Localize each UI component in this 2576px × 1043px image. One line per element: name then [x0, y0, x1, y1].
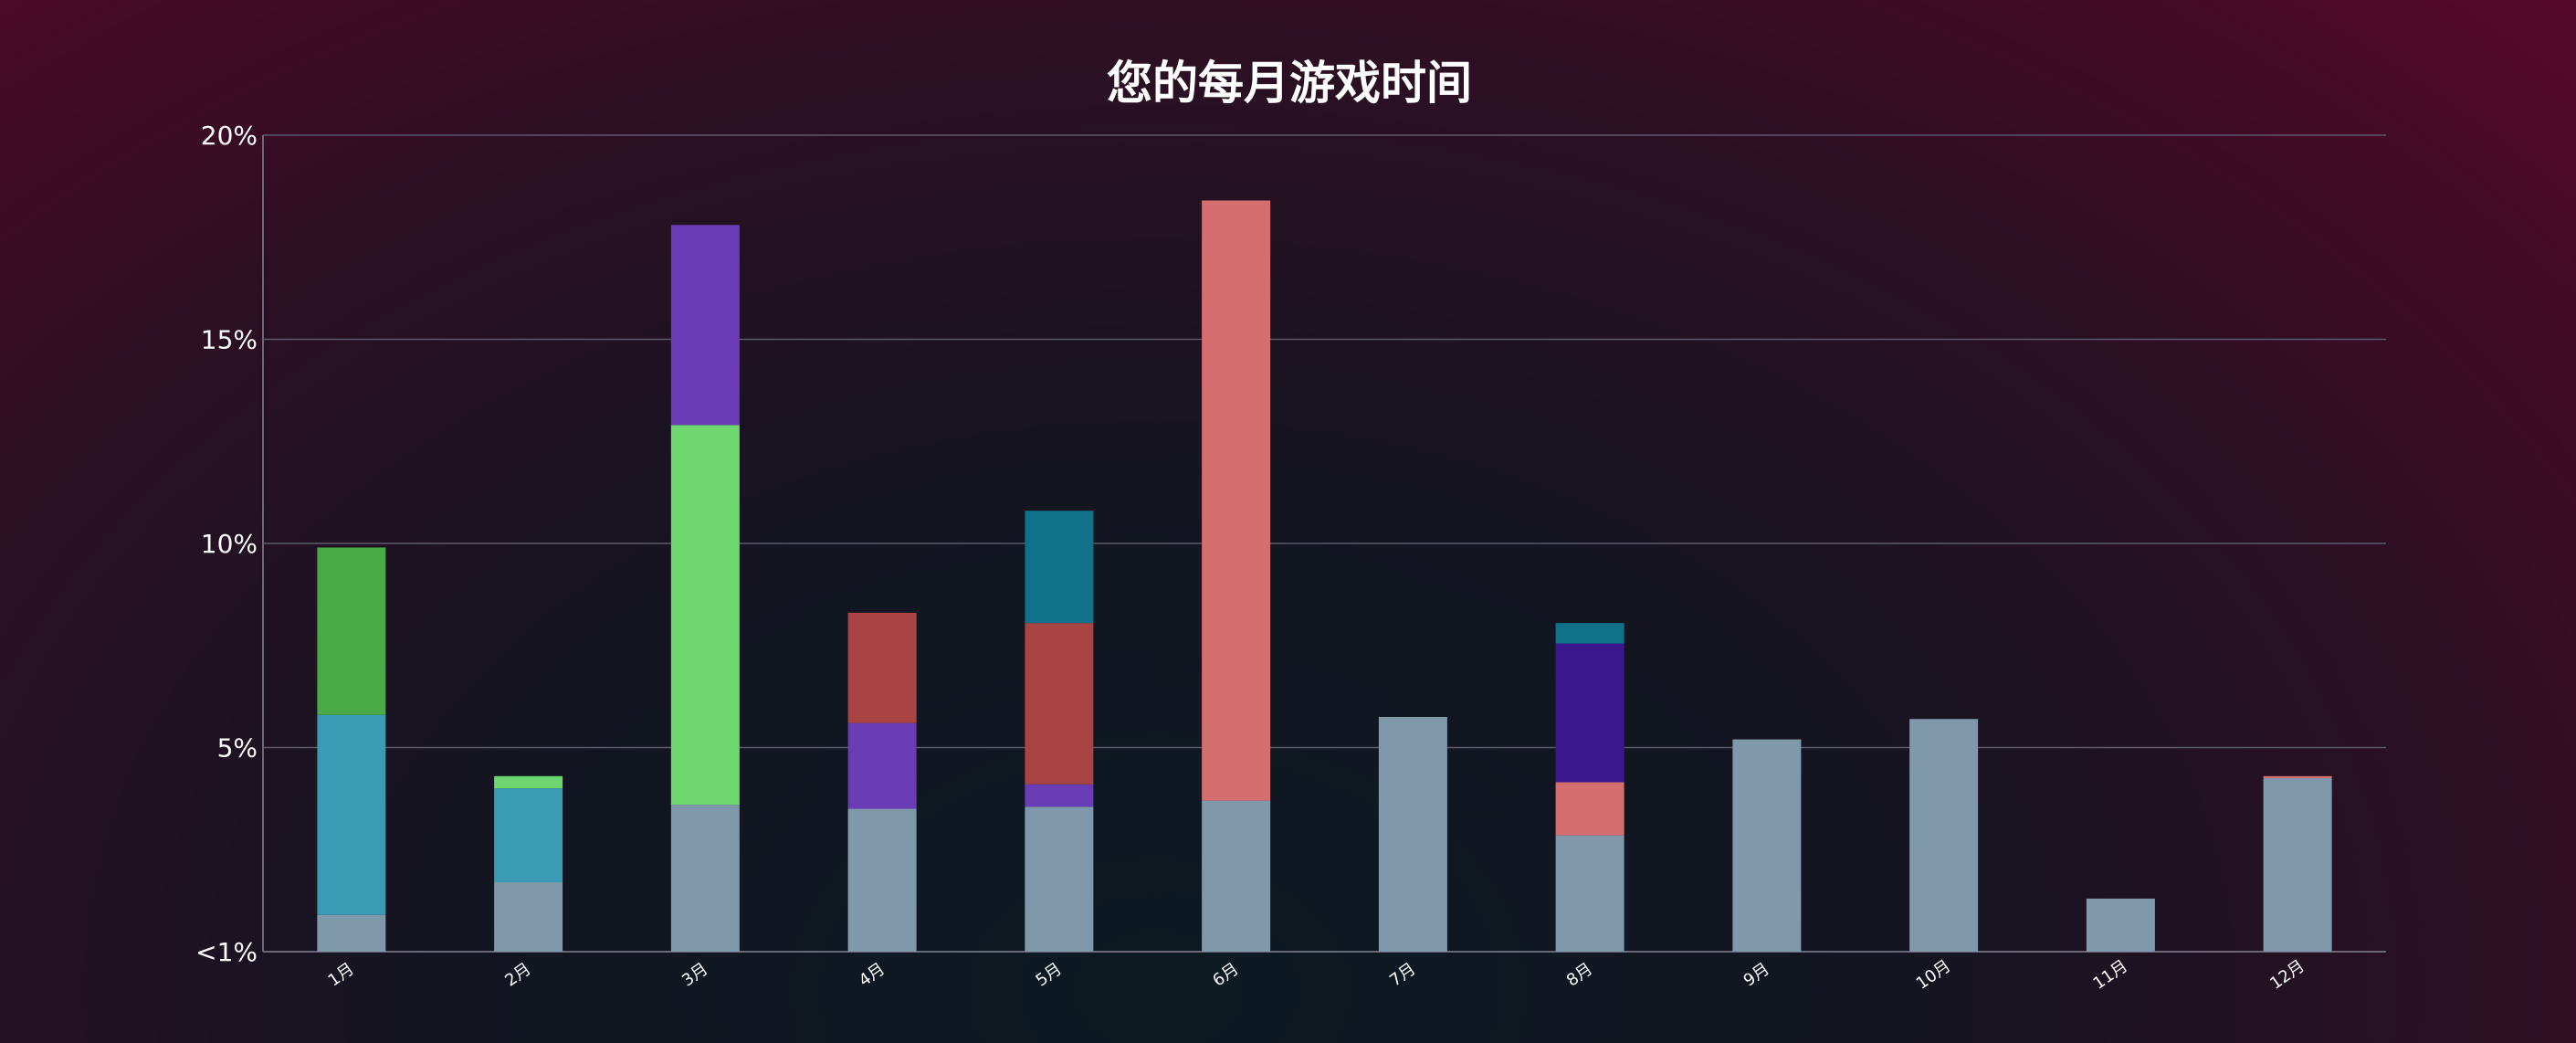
bar-segment	[847, 722, 917, 809]
x-tick-label: 5月	[1033, 959, 1066, 990]
bar-segment	[1202, 200, 1271, 801]
bar-segment	[1202, 800, 1271, 952]
bar-segment	[494, 788, 563, 883]
bar-segment	[1555, 782, 1624, 836]
bar-segment	[317, 714, 386, 915]
x-tick-label: 12月	[2266, 956, 2308, 994]
x-tick-label: 1月	[325, 959, 358, 990]
x-tick-label: 2月	[501, 959, 534, 990]
x-tick-label: 7月	[1386, 959, 1419, 990]
bar-segment	[670, 225, 740, 426]
bar-segment	[1378, 716, 1447, 952]
x-tick-label: 6月	[1209, 959, 1242, 990]
bar-segment	[1025, 623, 1094, 785]
x-tick-label: 4月	[856, 959, 888, 990]
bar-segment	[2263, 775, 2332, 779]
chart-title: 您的每月游戏时间	[1107, 57, 1472, 110]
x-tick-label: 3月	[678, 959, 711, 990]
bar-segment	[847, 612, 917, 723]
bar-segment	[1909, 719, 1979, 952]
grid-lines	[262, 134, 2386, 953]
bar-segment	[847, 808, 917, 952]
bar-segment	[1732, 739, 1802, 952]
y-axis-ticks: <1% 5% 10% 15% 20%	[195, 121, 258, 967]
x-tick-label: 10月	[1913, 956, 1955, 994]
x-tick-label: 11月	[2089, 956, 2131, 994]
bar-segment	[2086, 898, 2155, 952]
x-axis-ticks: 1月 2月 3月 4月 5月 6月 7月 8月 9月 10月 11月 12月	[325, 956, 2308, 994]
bar-segment	[1025, 784, 1094, 807]
y-tick-label: 5%	[217, 733, 258, 764]
bar-segment	[2263, 778, 2332, 952]
bar-segment	[1555, 623, 1624, 644]
bars	[317, 200, 2332, 952]
y-tick-label: <1%	[195, 937, 258, 967]
y-tick-label: 10%	[201, 529, 258, 559]
x-tick-label: 8月	[1563, 959, 1596, 990]
bar-segment	[494, 775, 563, 789]
bar-segment	[1555, 835, 1624, 952]
x-tick-label: 9月	[1740, 959, 1773, 990]
bar-segment	[1025, 511, 1094, 624]
bar-segment	[670, 425, 740, 806]
bar-segment	[1025, 806, 1094, 952]
y-tick-label: 15%	[201, 325, 258, 355]
bar-segment	[317, 547, 386, 715]
y-tick-label: 20%	[201, 121, 258, 151]
bar-segment	[670, 805, 740, 952]
bar-segment	[317, 914, 386, 952]
bar-segment	[494, 882, 563, 952]
bar-segment	[1555, 643, 1624, 783]
